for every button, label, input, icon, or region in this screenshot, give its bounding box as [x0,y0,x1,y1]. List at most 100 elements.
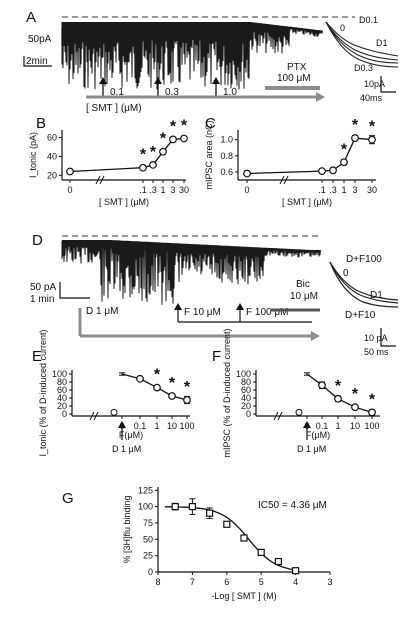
y-tick-label: 0.8 [220,151,233,161]
data-point [351,403,359,412]
dose-label-3: 1.0 [223,87,237,98]
x-tick-label: 3 [327,577,332,587]
data-point [351,134,359,142]
inset-a-trace-4 [325,21,399,68]
x-tick-label: .3 [329,185,337,195]
data-point [171,503,179,511]
scale-x-label-d: 1 min [30,294,54,305]
y-tick-label: 80 [241,377,251,387]
significance-star: * [352,386,359,403]
inset-d-trace-2 [329,261,399,304]
data-point [168,392,176,400]
scale-bar-a-corner [23,56,52,67]
data-point [139,163,147,172]
data-point [180,134,188,143]
y-tick-label: 1.0 [220,135,233,145]
x-axis-label: F(μM) [119,430,143,440]
current-trace-d [61,239,321,305]
scale-y-label-d: 50 pA [30,282,56,293]
panel-label-a: A [26,9,36,26]
panel-label-d: D [32,232,43,249]
data-point [368,135,376,144]
x-tick-label: 1 [335,421,340,431]
x-tick-label: 0.1 [316,421,329,431]
data-point [257,548,265,556]
axis-break-mark [273,411,283,421]
y-tick-label: 100 [52,369,67,379]
data-point [169,135,177,144]
inset-d-trace-3 [329,261,399,308]
data-point [243,169,251,178]
significance-star: * [140,147,147,164]
x-tick-label: 30 [367,185,377,195]
panel-label-c: C [205,115,216,132]
y-tick-label: 60 [47,133,57,143]
y-axis-label: I_tonic (pA) [28,132,38,178]
inset-d-label-4: D+F10 [345,310,376,321]
data-point [223,520,231,528]
x-axis-label: F(μM) [306,430,330,440]
x-tick-label: 10 [167,421,177,431]
y-tick-label: 60 [241,385,251,395]
x-tick-label: .1 [139,185,147,195]
data-point [66,167,74,176]
significance-star: * [160,131,167,148]
x-tick-label: 4 [293,577,298,587]
data-point [136,374,144,383]
inset-a-scale-x: 40ms [360,93,383,103]
y-axis-label: I_tonic (% of D-induced current) [38,329,48,456]
data-point [149,161,157,169]
panel-label-f: F [212,348,221,365]
y-tick-label: 80 [57,377,67,387]
y-tick-label: 20 [57,401,67,411]
x-tick-label: 100 [364,421,379,431]
x-tick-label: 30 [179,185,189,195]
inset-a-label-4: D0.3 [354,63,373,73]
y-tick-label: 25 [143,551,153,561]
inset-a-label-2: 0 [340,23,345,33]
arrowhead-f10 [174,303,182,310]
scale-bar-a [61,28,70,46]
x-axis-label: [ SMT ] (μM) [282,197,332,207]
y-tick-label: 20 [47,170,57,180]
smt-bar-arrowhead [316,92,325,102]
panel-d-inset: D+F100 0 D1 D+F10 10 pA 50 ms [329,254,399,357]
inset-d-scale-y: 10 pA [364,333,388,343]
arrowhead-dose-1 [99,77,107,84]
bic-conc-label: 10 μM [290,291,318,302]
data-point [318,167,326,176]
series-line [69,137,185,173]
inset-d-scale-bar [380,328,396,347]
data-point [295,408,303,416]
x-tick-label: .1 [318,185,326,195]
axis-break-mark [95,175,105,185]
data-point [159,147,167,156]
data-point [240,534,248,542]
y-axis-label: mIPSC (% of D-induced current) [222,328,232,457]
data-point [274,557,282,566]
data-point [153,383,161,392]
significance-star: * [170,118,177,135]
x-tick-label: 1 [160,185,165,195]
chart-c: 0.60.81.00.1.3 1 3 30** *[ SMT ] (μM)mIPSC a… [204,117,377,207]
x-tick-label: 3 [170,185,175,195]
y-tick-label: 125 [138,485,153,495]
data-point [110,408,118,416]
data-point [340,158,348,167]
inset-a-trace-1 [325,21,399,57]
y-tick-label: 40 [47,151,57,161]
dose-label-1: 0.1 [110,87,124,98]
y-tick-label: 75 [143,518,153,528]
significance-star: * [335,378,342,395]
series-line [246,137,373,175]
inset-d-label-3: D1 [370,290,383,301]
significance-star: * [154,367,161,384]
x-tick-label: 1 [341,185,346,195]
y-tick-label: 100 [236,369,251,379]
y-tick-label: 60 [57,385,67,395]
axis-break-mark [279,175,289,185]
panel-a-inset: D0.1 0 D1 D0.3 10pA 40ms [325,15,399,103]
significance-star: * [341,141,348,158]
